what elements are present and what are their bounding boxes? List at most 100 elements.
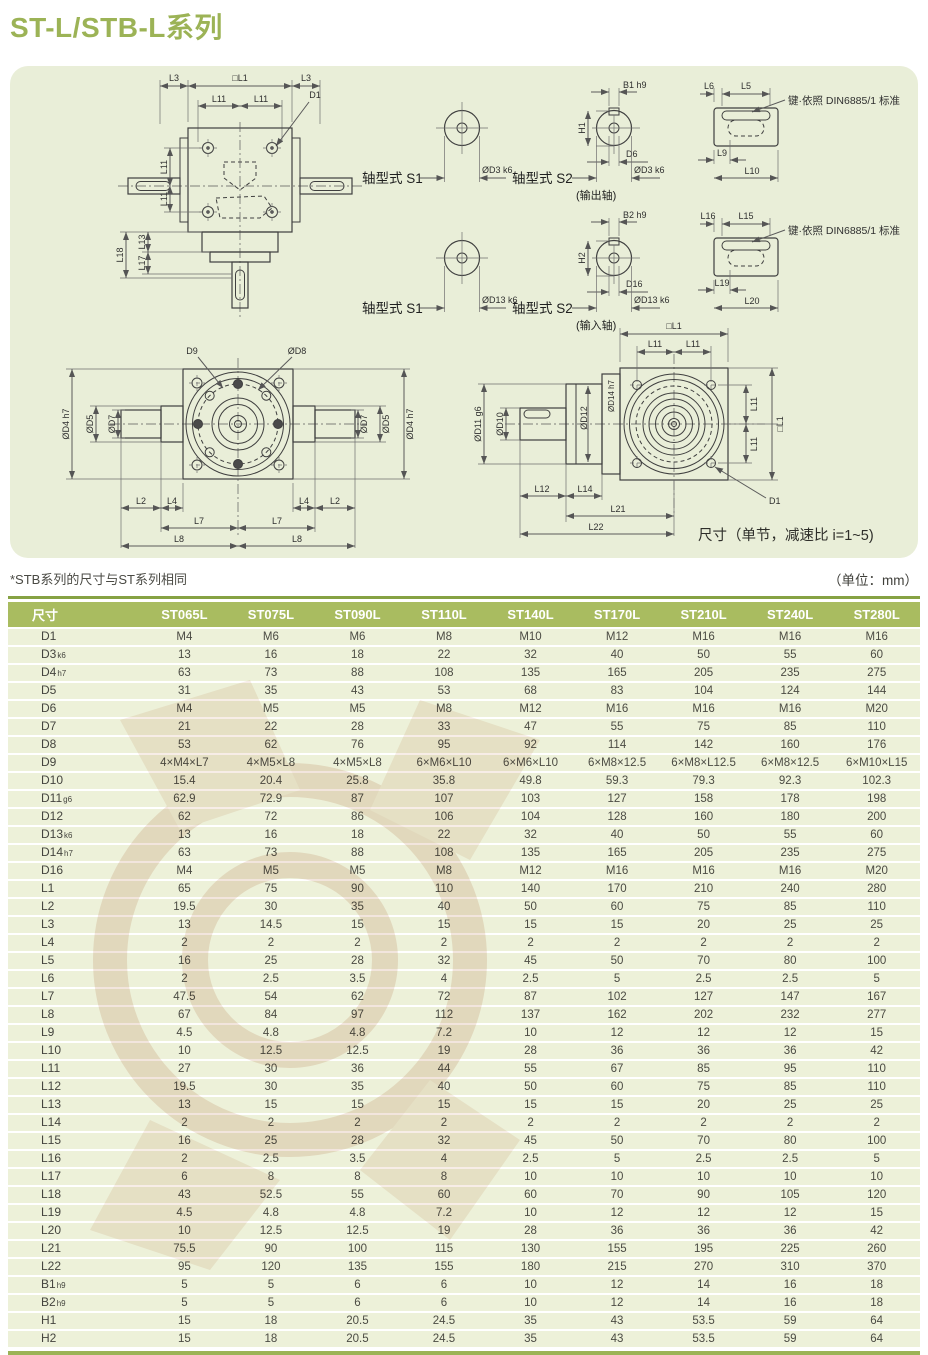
dim-label-text: L13 [41, 1097, 62, 1111]
value-cell: 2.5 [487, 1151, 574, 1167]
column-header: ST170L [573, 602, 661, 627]
value-cell: 90 [660, 1187, 747, 1203]
value-cell: 12 [573, 1277, 661, 1293]
value-cell: 95 [746, 1061, 834, 1077]
value-cell: 28 [314, 1133, 401, 1149]
value-cell: 18 [314, 827, 401, 843]
dim-label: L7 [272, 516, 282, 526]
value-cell: 4×M5×L8 [227, 755, 315, 771]
table-row: H1 15 18 20.5 24.5 35 43 53.5 59 64 [8, 1313, 920, 1329]
dim-label-cell: D4h7 [8, 665, 142, 681]
value-cell: 36 [660, 1043, 747, 1059]
value-cell: 4×M5×L8 [314, 755, 401, 771]
dim-label: L11 [686, 339, 700, 349]
table-row: D1 M4 M6 M6 M8 M10 M12 M16 M16 M16 [8, 629, 920, 645]
value-cell: 47 [487, 719, 574, 735]
value-cell: 127 [660, 989, 747, 1005]
value-cell: M10 [487, 629, 574, 645]
value-cell: 127 [573, 791, 661, 807]
dim-label: ØD11 g6 [473, 406, 483, 441]
value-cell: 85 [746, 1079, 834, 1095]
value-cell: 28 [487, 1223, 574, 1239]
value-cell: 12 [660, 1025, 747, 1041]
value-cell: 165 [573, 665, 661, 681]
value-cell: 75 [660, 719, 747, 735]
column-header: ST110L [400, 602, 488, 627]
value-cell: 2 [573, 1115, 661, 1131]
column-header: ST140L [487, 602, 574, 627]
value-cell: 27 [141, 1061, 228, 1077]
value-cell: 124 [746, 683, 834, 699]
dim-label: L3 [169, 73, 179, 83]
dim-label-cell: D1 [8, 629, 142, 645]
notes-row: *STB系列的尺寸与ST系列相同 （单位：mm） [10, 567, 918, 589]
value-cell: 70 [660, 1133, 747, 1149]
side-view-drawing: D9 ØD8 ØD4 h7 ØD5 ØD7 ØD7 ØD5 ØD4 h7 L2 … [61, 346, 415, 549]
dimension-table-wrap: 尺寸 ST065L ST075L ST090L ST110L ST140L ST170L ST… [8, 596, 920, 1355]
value-cell: 60 [573, 1079, 661, 1095]
dim-label-cell: H2 [8, 1331, 142, 1347]
table-row: L13 13 15 15 15 15 15 20 25 25 [8, 1097, 920, 1113]
value-cell: 67 [141, 1007, 228, 1023]
dim-label-text: D14 [41, 845, 64, 859]
dim-label: □L1 [232, 73, 247, 83]
dim-label: ØD3 k6 [482, 165, 513, 175]
value-cell: 155 [400, 1259, 488, 1275]
value-cell: 110 [400, 881, 488, 897]
value-cell: 68 [487, 683, 574, 699]
dim-label-text: D8 [41, 737, 57, 751]
dim-label-text: L3 [41, 917, 55, 931]
value-cell: 104 [660, 683, 747, 699]
value-cell: 16 [746, 1295, 834, 1311]
dim-label-cell: L6 [8, 971, 142, 987]
dim-label: L11 [159, 192, 169, 206]
value-cell: 16 [227, 827, 315, 843]
dim-tolerance-suffix: h9 [56, 1299, 66, 1308]
value-cell: 28 [314, 719, 401, 735]
value-cell: 140 [487, 881, 574, 897]
value-cell: 16 [141, 1133, 228, 1149]
value-cell: 6×M6×L10 [487, 755, 574, 771]
dim-label: L18 [115, 247, 125, 262]
value-cell: M16 [660, 701, 747, 717]
value-cell: 2.5 [487, 971, 574, 987]
value-cell: 16 [746, 1277, 834, 1293]
value-cell: 2 [227, 935, 315, 951]
value-cell: 205 [660, 845, 747, 861]
table-row: D9 4×M4×L7 4×M5×L8 4×M5×L8 6×M6×L10 6×M6×L10 6… [8, 755, 920, 771]
dim-label-text: H2 [41, 1331, 57, 1345]
value-cell: 3.5 [314, 1151, 401, 1167]
value-cell: M5 [227, 863, 315, 879]
shaft-type-s1-output-drawing: 轴型式 S1 ØD3 k6 [362, 102, 513, 186]
value-cell: 110 [833, 1079, 920, 1095]
dim-label-cell: L7 [8, 989, 142, 1005]
value-cell: 15 [141, 1313, 228, 1329]
dim-table-head-row: 尺寸 ST065L ST075L ST090L ST110L ST140L ST170L ST… [8, 602, 920, 627]
value-cell: 13 [141, 917, 228, 933]
value-cell: 75 [227, 881, 315, 897]
value-cell: 10 [573, 1169, 661, 1185]
value-cell: 144 [833, 683, 920, 699]
value-cell: 10 [660, 1169, 747, 1185]
dim-label-text: L22 [41, 1259, 62, 1273]
value-cell: M16 [746, 629, 834, 645]
value-cell: 2 [400, 935, 488, 951]
dim-label-cell: D14h7 [8, 845, 142, 861]
value-cell: 87 [487, 989, 574, 1005]
value-cell: 12.5 [314, 1223, 401, 1239]
value-cell: 79.3 [660, 773, 747, 789]
value-cell: 202 [660, 1007, 747, 1023]
value-cell: M12 [487, 863, 574, 879]
value-cell: 10 [487, 1169, 574, 1185]
dim-label: L22 [588, 522, 603, 532]
value-cell: 15 [833, 1025, 920, 1041]
value-cell: 35 [314, 1079, 401, 1095]
value-cell: M16 [660, 629, 747, 645]
table-row: L16 2 2.5 3.5 4 2.5 5 2.5 2.5 5 [8, 1151, 920, 1167]
value-cell: 14.5 [227, 917, 315, 933]
table-row: L3 13 14.5 15 15 15 15 20 25 25 [8, 917, 920, 933]
value-cell: 198 [833, 791, 920, 807]
value-cell: 40 [573, 827, 661, 843]
value-cell: 270 [660, 1259, 747, 1275]
value-cell: 67 [573, 1061, 661, 1077]
